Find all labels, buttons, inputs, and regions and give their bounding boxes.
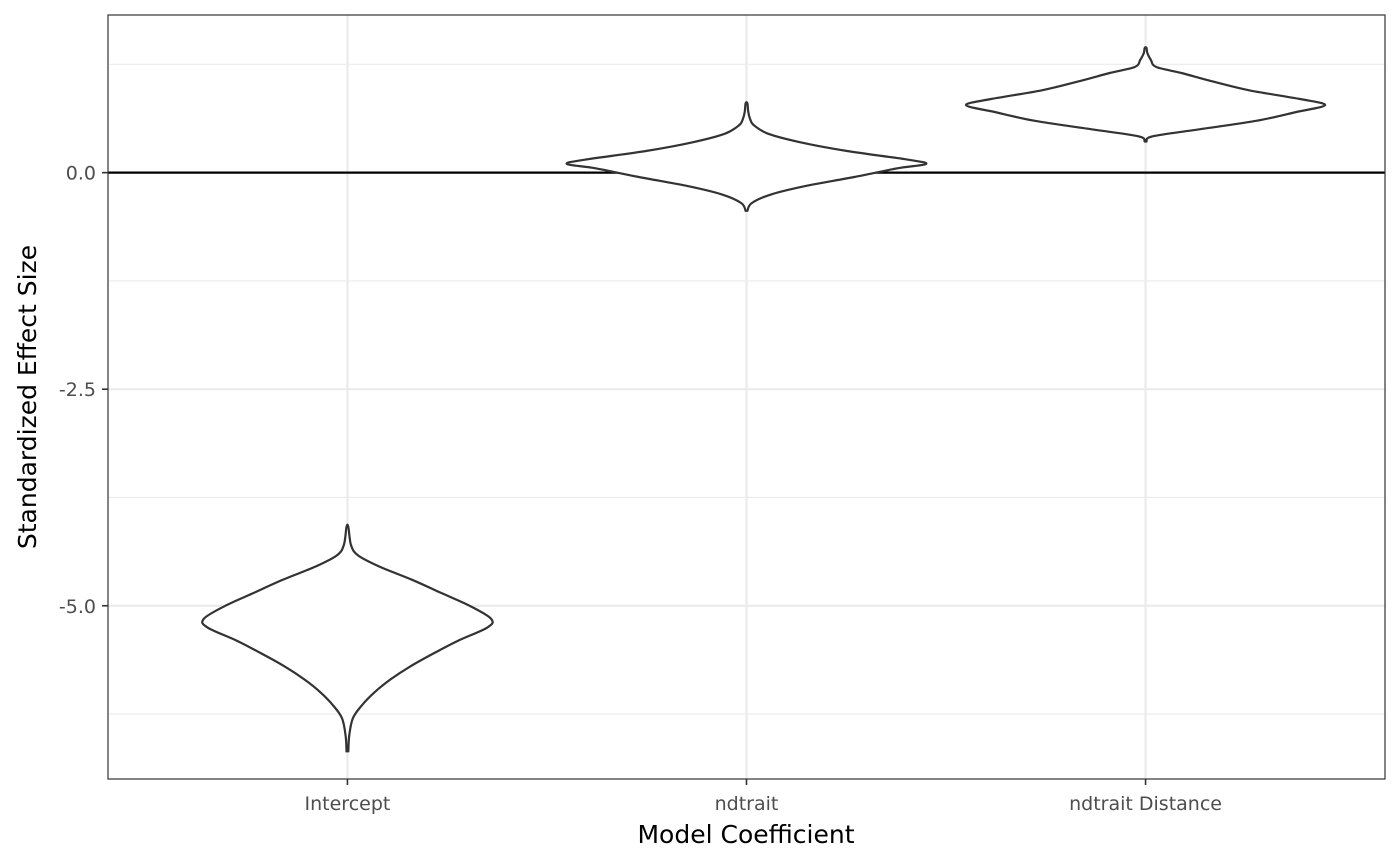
violin-layer (201, 46, 1327, 753)
y-tick-label: -5.0 (59, 596, 96, 618)
y-tick-label: -2.5 (59, 379, 96, 401)
x-tick-label: ndtrait (715, 793, 779, 815)
violin-ndtrait-distance (964, 46, 1327, 143)
x-axis-title: Model Coefficient (637, 820, 854, 849)
y-tick-label: 0.0 (66, 163, 96, 185)
y-axis: -5.0 -2.5 0.0 (59, 163, 108, 618)
x-tick-label: Intercept (305, 793, 391, 815)
x-axis: Intercept ndtrait ndtrait Distance (305, 779, 1222, 815)
violin-ndtrait (565, 101, 928, 212)
violin-intercept (201, 523, 494, 753)
x-tick-label: ndtrait Distance (1069, 793, 1222, 815)
y-axis-title: Standardized Effect Size (13, 245, 42, 549)
